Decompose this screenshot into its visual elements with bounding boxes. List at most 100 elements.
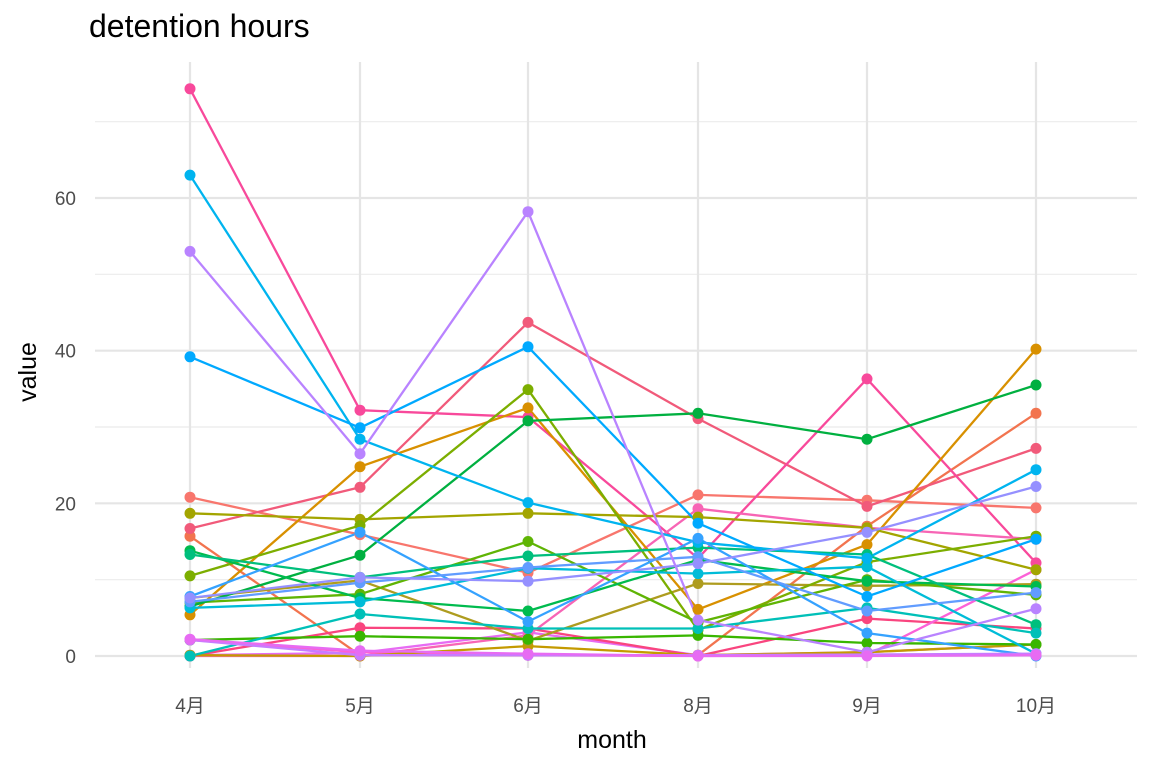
data-point [692,568,704,580]
data-point [522,384,534,396]
data-point [692,578,704,589]
x-tick-label: 8月 [683,696,713,717]
data-point [522,206,534,218]
data-point [692,558,704,570]
x-axis-ticks: 4月 5月 6月 8月 9月 10月 [175,696,1056,717]
data-point [184,507,196,519]
data-point [184,83,196,95]
series-line [189,531,1037,658]
data-point [354,481,366,493]
data-point [692,517,704,529]
series-line [189,638,1037,658]
series-line [189,565,1037,655]
data-point [861,627,873,639]
data-point [354,448,366,460]
data-point [522,316,534,328]
data-point [692,532,704,544]
y-axis-title: value [14,342,42,402]
data-point [354,526,366,538]
series-line [189,617,1037,658]
data-point [692,489,704,501]
data-point [522,402,534,414]
data-point [861,500,873,512]
data-point [692,503,704,515]
data-point [861,539,873,551]
series-line [189,555,1037,613]
y-tick-label: 60 [55,189,76,210]
data-point [1030,481,1042,492]
series-line [189,321,1037,530]
data-point [861,650,873,662]
y-tick-label: 20 [55,494,76,515]
data-point [522,536,534,547]
x-tick-label: 5月 [345,696,375,717]
data-point [522,633,534,645]
data-point [184,633,196,645]
series-line [189,634,1037,646]
data-point [1030,587,1042,599]
data-point [522,507,534,519]
data-point [184,491,196,503]
data-point [861,373,873,385]
data-point [354,404,366,416]
series-line [188,88,1037,564]
series-line [189,643,1037,658]
data-point [692,603,704,615]
data-point [1030,343,1042,355]
series-line [189,606,1037,658]
series-line [189,174,1037,560]
data-point [861,637,873,649]
data-point [184,530,196,542]
data-point [1030,627,1042,639]
series-line [189,485,1037,600]
series-line [189,546,1037,626]
data-point [1030,502,1042,514]
data-point [1030,564,1042,576]
data-point [1030,379,1042,391]
x-tick-label: 4月 [175,696,205,717]
grid-major [95,62,1137,668]
data-point [354,433,366,445]
data-point [1030,639,1042,650]
data-point [184,549,196,560]
data-point [522,415,534,427]
data-point [522,575,534,587]
series-line [189,388,1037,632]
data-point [1030,464,1042,476]
series-line [189,345,1037,598]
data-point [692,614,704,626]
data-point [354,549,366,561]
data-point [184,245,196,257]
data-point [354,608,366,620]
data-point [354,622,366,634]
data-point [184,592,196,604]
series-line [189,493,1037,574]
data-point [354,461,366,473]
data-point [184,169,196,181]
data-point [1030,442,1042,454]
y-tick-label: 40 [55,342,76,363]
data-point [354,571,366,583]
series-line [189,348,1037,616]
points-layer [184,83,1042,662]
series-layer [188,88,1037,658]
data-point [184,570,196,582]
data-point [861,613,873,625]
data-point [861,575,873,587]
series-line [189,210,1037,654]
data-point [861,552,873,564]
x-axis-title: month [577,726,646,754]
y-axis-ticks: 0 20 40 60 [55,189,76,668]
data-point [522,605,534,617]
data-point [354,645,366,657]
data-point [354,630,366,642]
data-point [692,650,704,662]
data-point [1030,533,1042,545]
x-tick-label: 6月 [513,696,543,717]
data-point [692,407,704,419]
x-tick-label: 10月 [1016,696,1056,717]
data-point [861,526,873,538]
data-point [522,648,534,660]
data-point [861,591,873,602]
